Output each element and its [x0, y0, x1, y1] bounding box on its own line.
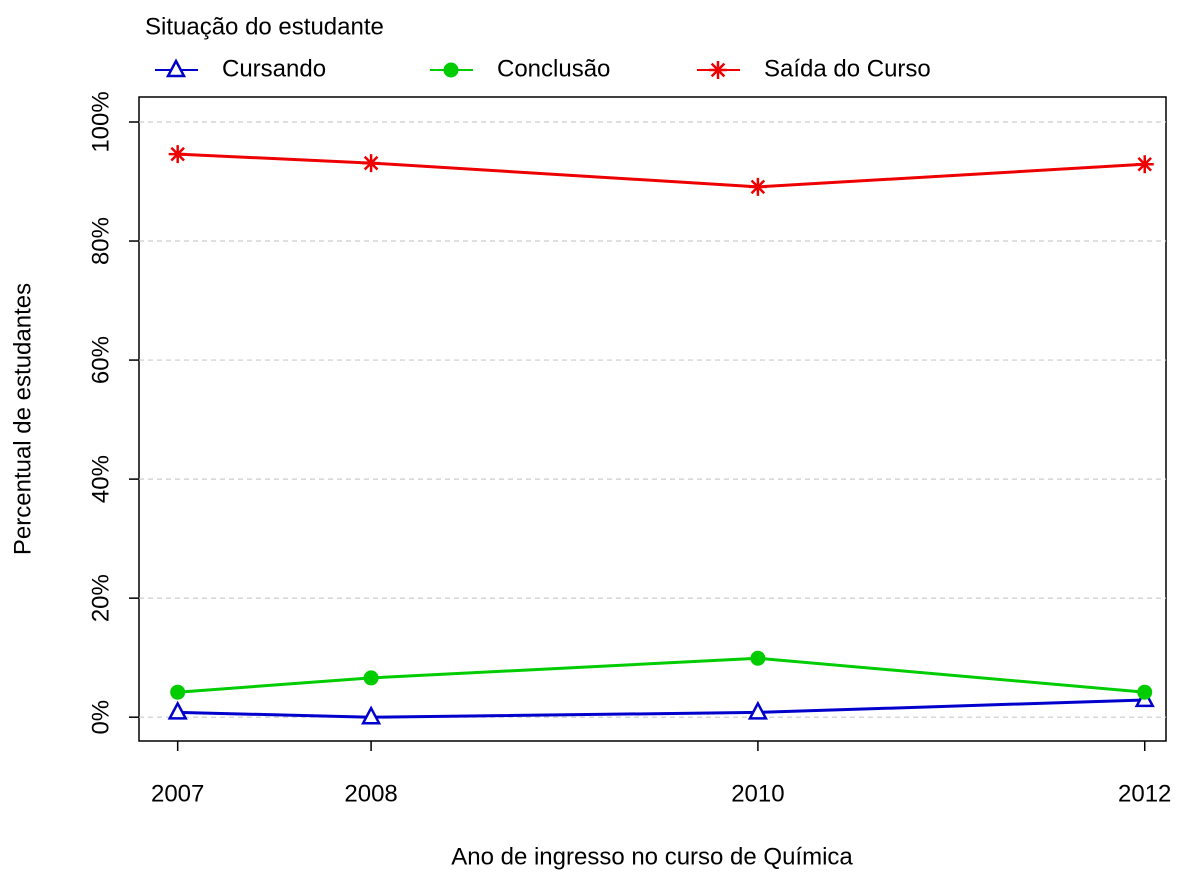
x-axis-label: Ano de ingresso no curso de Química [451, 843, 853, 870]
y-tick-label: 100% [87, 91, 114, 152]
legend-marker [709, 61, 727, 79]
x-tick-label: 2007 [151, 780, 204, 807]
legend-label: Cursando [222, 55, 326, 82]
data-point [167, 700, 188, 720]
data-point [362, 154, 381, 173]
x-tick-label: 2012 [1118, 780, 1171, 807]
y-tick-label: 60% [87, 336, 114, 384]
series-line [177, 698, 1145, 719]
data-point [748, 177, 767, 196]
y-tick-label: 0% [87, 700, 114, 735]
y-tick-label: 20% [87, 574, 114, 622]
data-point [168, 145, 187, 164]
data-point [1137, 684, 1153, 700]
data-point [750, 650, 766, 666]
y-tick-label: 80% [87, 217, 114, 265]
y-tick-label: 40% [87, 455, 114, 503]
x-tick-label: 2008 [344, 780, 397, 807]
legend-marker [165, 58, 187, 78]
data-point [361, 705, 382, 725]
data-point [1135, 155, 1154, 174]
legend-label: Saída do Curso [764, 55, 931, 82]
legend-marker [443, 62, 459, 78]
series-line [177, 656, 1145, 694]
data-point [363, 670, 379, 686]
legend-title: Situação do estudante [145, 13, 384, 40]
data-point [170, 684, 186, 700]
x-tick-label: 2010 [731, 780, 784, 807]
y-axis-label: Percentual de estudantes [9, 283, 36, 555]
data-point [747, 700, 768, 720]
plot-frame [138, 96, 1167, 742]
legend-label: Conclusão [497, 55, 610, 82]
series-line [177, 152, 1145, 189]
